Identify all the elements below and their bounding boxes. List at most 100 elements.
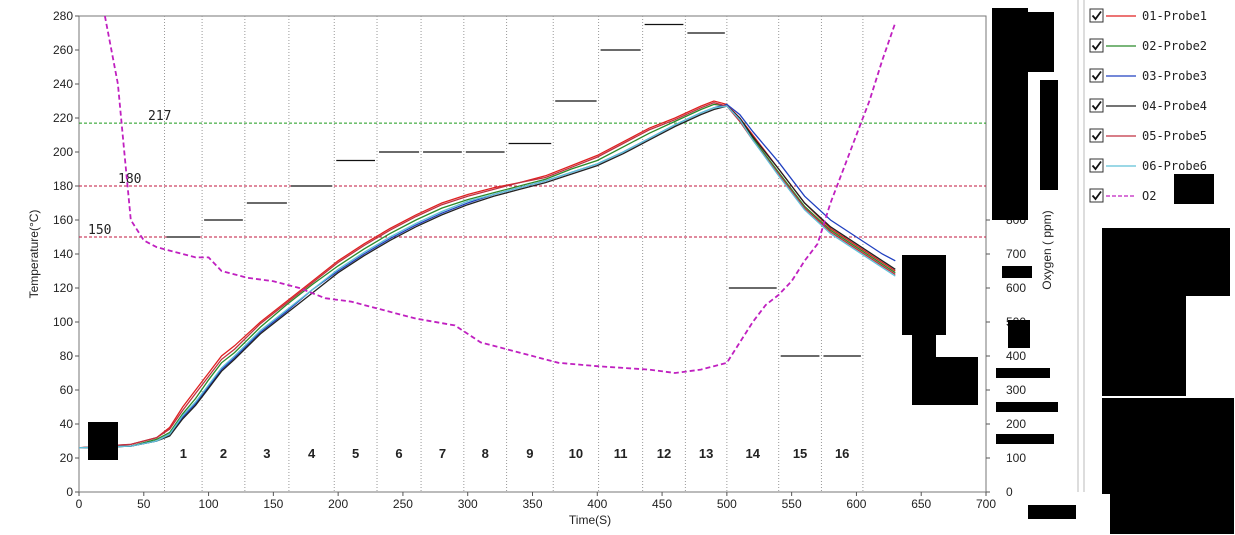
redaction-block — [936, 357, 978, 405]
legend-label: 03-Probe3 — [1142, 69, 1207, 83]
zone-label: 5 — [352, 446, 359, 461]
y-tick-label: 140 — [53, 247, 73, 261]
zone-label: 3 — [263, 446, 270, 461]
y-tick-label: 240 — [53, 77, 73, 91]
y-tick-label: 80 — [60, 349, 74, 363]
zone-label: 16 — [835, 446, 849, 461]
series-lines — [78, 15, 897, 449]
redaction-blocks — [88, 8, 1234, 534]
y-tick-label: 20 — [60, 451, 74, 465]
check-icon — [1091, 70, 1102, 81]
x-tick-label: 450 — [652, 497, 672, 511]
series-line-7 — [104, 15, 897, 374]
y2-tick-label: 200 — [1006, 417, 1026, 431]
redaction-block — [1174, 174, 1214, 204]
x-tick-label: 250 — [393, 497, 413, 511]
y2-tick-label: 0 — [1006, 485, 1013, 499]
y-tick-label: 280 — [53, 9, 73, 23]
zone-gridlines — [164, 16, 864, 492]
x-tick-label: 500 — [717, 497, 737, 511]
y-axis-title: Temperature(°C) — [27, 210, 41, 299]
redaction-block — [1002, 266, 1032, 278]
y-tick-label: 160 — [53, 213, 73, 227]
redaction-block — [1028, 505, 1076, 519]
zone-label: 13 — [699, 446, 713, 461]
x-tick-label: 0 — [76, 497, 83, 511]
plot-area — [78, 15, 987, 493]
y-tick-label: 220 — [53, 111, 73, 125]
redaction-block — [1102, 228, 1230, 296]
zone-label: 9 — [526, 446, 533, 461]
zone-labels: 1 2 3 4 5 6 7 8 9 10 11 12 13 14 15 16 — [180, 446, 850, 461]
redaction-block — [996, 402, 1058, 412]
legend-label: 05-Probe5 — [1142, 129, 1207, 143]
legend-checkbox[interactable] — [1089, 68, 1104, 83]
zone-label: 12 — [657, 446, 671, 461]
check-icon — [1091, 190, 1102, 201]
legend-checkbox[interactable] — [1089, 188, 1104, 203]
y2-axis-title: Oxygen ( ppm) — [1040, 210, 1054, 289]
redaction-block — [996, 434, 1054, 444]
legend-checkbox[interactable] — [1089, 128, 1104, 143]
series-line-1 — [78, 100, 896, 449]
legend: 01-Probe1 02-Probe2 03-Probe3 04-Probe4 05-P… — [1089, 8, 1207, 203]
y2-tick-label: 600 — [1006, 281, 1026, 295]
redaction-block — [1110, 494, 1234, 534]
legend-checkbox[interactable] — [1089, 38, 1104, 53]
y-tick-label: 60 — [60, 383, 74, 397]
x-tick-label: 650 — [911, 497, 931, 511]
y2-tick-label: 100 — [1006, 451, 1026, 465]
zone-label: 4 — [308, 446, 316, 461]
x-tick-label: 400 — [587, 497, 607, 511]
reference-label: 180 — [118, 172, 141, 187]
x-tick-label: 700 — [976, 497, 996, 511]
x-tick-label: 200 — [328, 497, 348, 511]
zone-label: 2 — [220, 446, 227, 461]
redaction-block — [1028, 12, 1054, 72]
zone-label: 1 — [180, 446, 187, 461]
y-tick-label: 200 — [53, 145, 73, 159]
x-tick-label: 100 — [199, 497, 219, 511]
legend-label: 02-Probe2 — [1142, 39, 1207, 53]
zone-label: 7 — [439, 446, 446, 461]
y2-tick-label: 300 — [1006, 383, 1026, 397]
legend-checkbox[interactable] — [1089, 8, 1104, 23]
y2-axis-ticks: 0100200300400500600700800 — [986, 213, 1026, 499]
y2-tick-label: 700 — [1006, 247, 1026, 261]
zone-label: 14 — [746, 446, 761, 461]
check-icon — [1091, 10, 1102, 21]
redaction-block — [902, 255, 946, 335]
redaction-block — [1008, 320, 1030, 348]
y-tick-label: 40 — [60, 417, 74, 431]
legend-checkbox[interactable] — [1089, 98, 1104, 113]
zone-label: 10 — [569, 446, 583, 461]
redaction-block — [912, 335, 936, 405]
series-line-6 — [78, 105, 896, 449]
x-tick-label: 550 — [782, 497, 802, 511]
x-tick-label: 600 — [846, 497, 866, 511]
y-axis-ticks: 0 20 40 60 80 100 120 140 160 180 200 220 240 260 280 — [53, 9, 79, 499]
check-icon — [1091, 130, 1102, 141]
series-line-4 — [78, 105, 896, 449]
x-axis-ticks: 0 50 100 150 200 250 300 350 400 450 500 550 600 650 7… — [76, 492, 996, 511]
redaction-block — [1102, 296, 1186, 396]
legend-label: O2 — [1142, 189, 1156, 203]
zone-label: 11 — [614, 446, 628, 461]
zone-label: 6 — [395, 446, 402, 461]
redaction-block — [1040, 80, 1058, 190]
legend-label: 01-Probe1 — [1142, 9, 1207, 23]
x-tick-label: 300 — [458, 497, 478, 511]
x-tick-label: 150 — [263, 497, 283, 511]
check-icon — [1091, 40, 1102, 51]
check-icon — [1091, 160, 1102, 171]
redaction-block — [1102, 398, 1234, 494]
reference-label: 217 — [148, 109, 171, 124]
y-tick-label: 260 — [53, 43, 73, 57]
x-tick-label: 50 — [137, 497, 151, 511]
zone-label: 15 — [793, 446, 807, 461]
redaction-block — [992, 8, 1028, 220]
legend-checkbox[interactable] — [1089, 158, 1104, 173]
redaction-block — [88, 422, 118, 460]
legend-label: 06-Probe6 — [1142, 159, 1207, 173]
y-tick-label: 180 — [53, 179, 73, 193]
